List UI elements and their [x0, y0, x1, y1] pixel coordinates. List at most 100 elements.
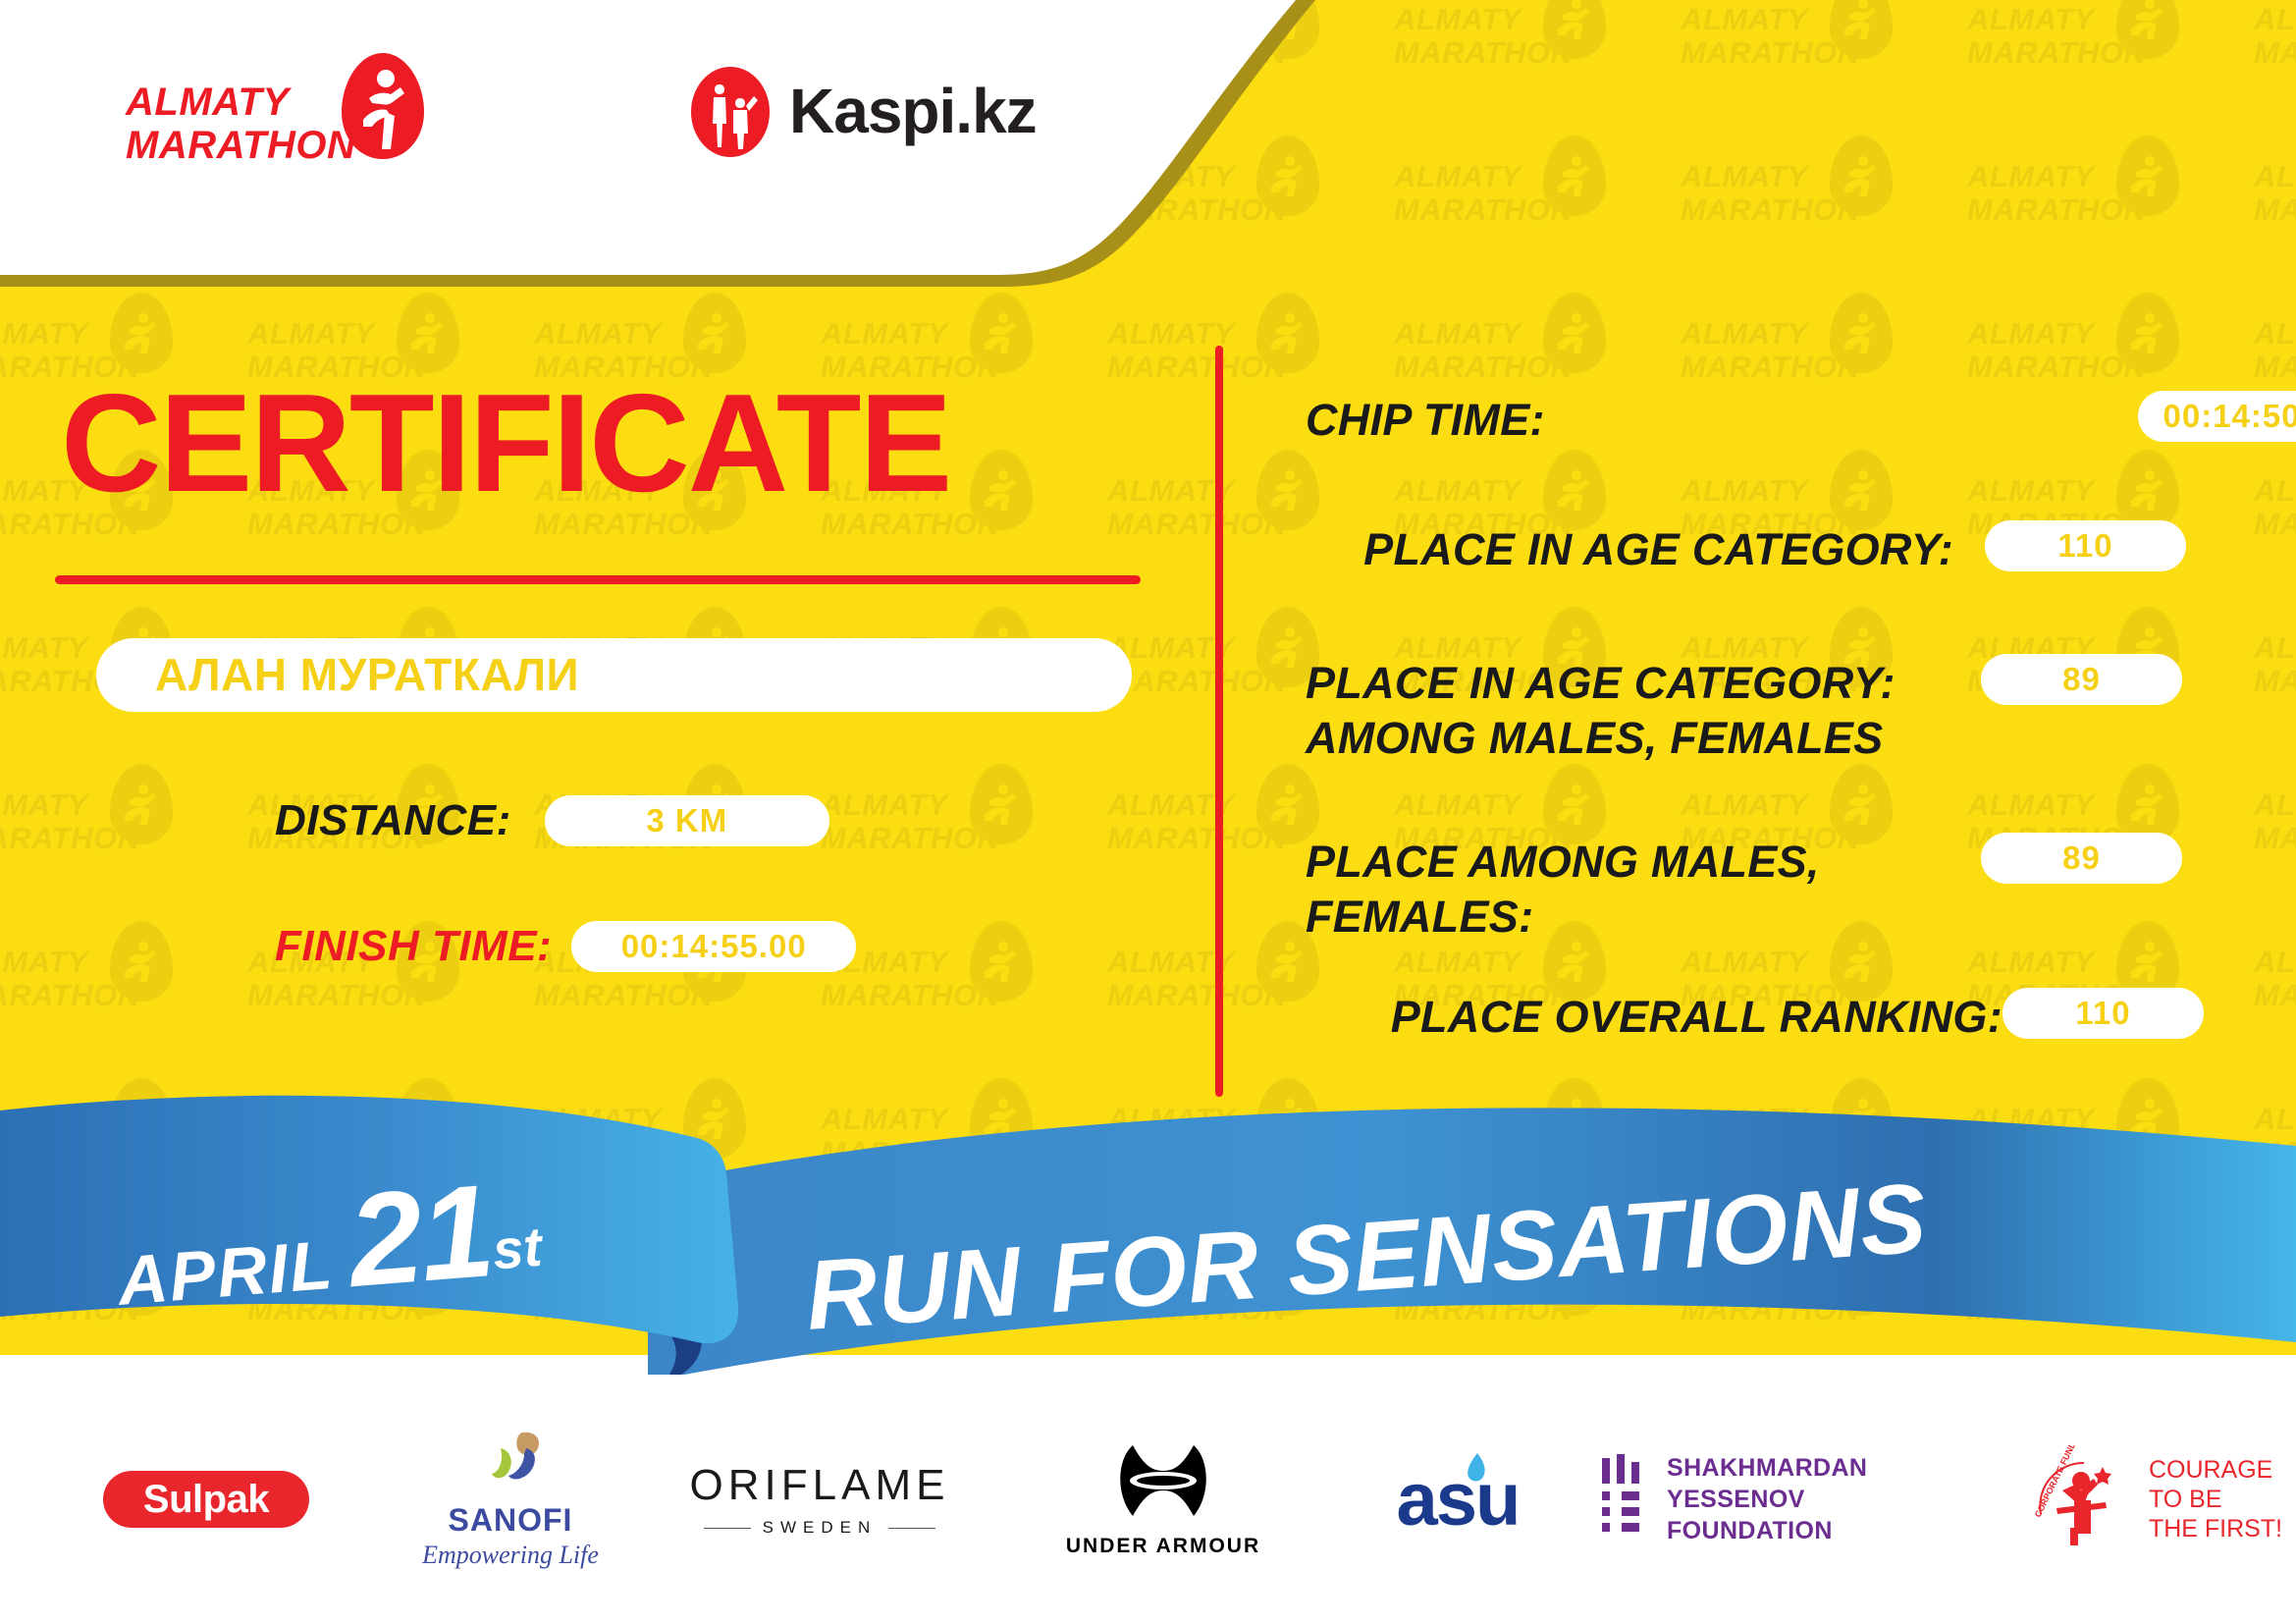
- watermark-line-2: MARATHON: [534, 978, 714, 1012]
- watermark-line-2: MARATHON: [1967, 35, 2147, 70]
- watermark-line-1: ALMATY: [1394, 473, 1522, 508]
- watermark-line-1: ALMATY: [1681, 2, 1808, 36]
- watermark-runner-icon: [1271, 470, 1303, 511]
- watermark-line-2: MARATHON: [534, 507, 714, 541]
- watermark-runner-icon: [2131, 0, 2163, 39]
- watermark-line-2: MARATHON: [1394, 35, 1574, 70]
- watermark-line-2: MARATHON: [1107, 507, 1287, 541]
- result-value: 89: [1981, 833, 2182, 884]
- watermark-line-1: ALMATY: [2254, 473, 2296, 508]
- watermark-runner-icon: [1558, 942, 1589, 982]
- watermark-line-2: MARATHON: [247, 507, 427, 541]
- watermark-line-1: ALMATY: [1967, 473, 2095, 508]
- watermark-line-1: ALMATY: [2254, 945, 2296, 979]
- watermark-line-1: ALMATY: [2254, 2, 2296, 36]
- watermark-line-1: ALMATY: [1107, 945, 1235, 979]
- watermark-line-2: MARATHON: [1967, 192, 2147, 227]
- watermark-runner-icon: [125, 785, 156, 825]
- watermark-runner-icon: [1271, 942, 1303, 982]
- watermark-line-1: ALMATY: [1394, 159, 1522, 193]
- watermark-line-1: ALMATY: [0, 473, 88, 508]
- logo-row: ALMATY MARATHON: [0, 0, 1178, 285]
- watermark-line-2: MARATHON: [1681, 35, 1860, 70]
- result-value: 89: [1981, 654, 2182, 705]
- watermark-line-1: ALMATY: [1681, 630, 1808, 665]
- running-man-drop-icon: [342, 53, 424, 159]
- sponsor-yessenov-foundation: SHAKHMARDAN YESSENOV FOUNDATION: [1600, 1375, 2012, 1624]
- sulpak-logo: Sulpak: [103, 1471, 309, 1528]
- watermark-line-2: MARATHON: [1681, 350, 1860, 384]
- watermark-line-2: MARATHON: [1967, 350, 2147, 384]
- finish-time-row: FINISH TIME: 00:14:55.00: [275, 921, 857, 972]
- watermark-line-1: ALMATY: [247, 945, 375, 979]
- watermark-line-2: MARATHON: [1681, 192, 1860, 227]
- watermark-runner-icon: [985, 785, 1016, 825]
- sponsor-under-armour: UNDER ARMOUR: [1021, 1375, 1306, 1624]
- watermark-runner-icon: [1844, 627, 1876, 668]
- watermark-line-2: MARATHON: [2254, 664, 2296, 698]
- watermark-line-1: ALMATY: [1967, 159, 2095, 193]
- almaty-marathon-wordmark: ALMATY MARATHON: [126, 81, 355, 167]
- oriflame-country: SWEDEN: [762, 1518, 878, 1537]
- watermark-line-1: ALMATY: [2254, 1102, 2296, 1136]
- watermark-line-1: ALMATY: [1967, 316, 2095, 351]
- watermark-line-1: ALMATY: [821, 787, 948, 822]
- watermark-line-2: MARATHON: [1394, 821, 1574, 855]
- watermark-runner-icon: [1844, 470, 1876, 511]
- watermark-line-2: MARATHON: [1681, 664, 1860, 698]
- athlete-name-field: АЛАН МУРАТКАЛИ: [96, 638, 1132, 712]
- watermark-line-1: ALMATY: [1107, 473, 1235, 508]
- watermark-line-1: ALMATY: [1394, 945, 1522, 979]
- kaspi-wordmark: Kaspi.kz: [789, 76, 1038, 146]
- watermark-line-2: MARATHON: [1107, 350, 1287, 384]
- event-month: APRIL: [115, 1225, 337, 1320]
- watermark-line-2: MARATHON: [2254, 821, 2296, 855]
- watermark-line-1: ALMATY: [0, 787, 88, 822]
- sponsor-courage-fund: CORPORATE FUND COURAGE TO BE THE FIRST!: [2022, 1375, 2287, 1624]
- watermark-runner-icon: [1844, 942, 1876, 982]
- watermark-drop-icon: [2116, 0, 2179, 59]
- watermark-line-1: ALMATY: [821, 316, 948, 351]
- result-label: PLACE IN AGE CATEGORY:: [1363, 524, 1953, 574]
- event-ribbon: APRIL21st RUN FOR SENSATIONS: [0, 1095, 2296, 1389]
- sponsor-asu: asu: [1335, 1375, 1580, 1624]
- watermark-line-1: ALMATY: [247, 316, 375, 351]
- watermark-runner-icon: [1271, 627, 1303, 668]
- watermark-line-2: MARATHON: [1394, 664, 1574, 698]
- watermark-line-1: ALMATY: [2254, 630, 2296, 665]
- watermark-runner-icon: [1844, 785, 1876, 825]
- watermark-runner-icon: [411, 313, 443, 353]
- result-row-place-among-males-females: PLACE AMONG MALES, FEMALES: 89: [1306, 833, 2182, 945]
- watermark-runner-icon: [1844, 156, 1876, 196]
- watermark-runner-icon: [1558, 313, 1589, 353]
- watermark-line-1: ALMATY: [1681, 159, 1808, 193]
- watermark-line-2: MARATHON: [1681, 507, 1860, 541]
- finish-time-value: 00:14:55.00: [571, 921, 857, 972]
- watermark-runner-icon: [125, 942, 156, 982]
- asu-wordmark: asu: [1396, 1457, 1522, 1542]
- result-label: PLACE IN AGE CATEGORY: AMONG MALES, FEMA…: [1306, 658, 1896, 763]
- finish-time-label: FINISH TIME:: [275, 922, 553, 970]
- watermark-runner-icon: [1844, 313, 1876, 353]
- result-value: 00:14:50.00: [2138, 391, 2296, 442]
- watermark-line-2: MARATHON: [1681, 978, 1860, 1012]
- watermark-line-2: MARATHON: [247, 978, 427, 1012]
- header-curve-shape: [0, 0, 1315, 287]
- event-day: 21: [344, 1158, 498, 1316]
- watermark-runner-icon: [411, 470, 443, 511]
